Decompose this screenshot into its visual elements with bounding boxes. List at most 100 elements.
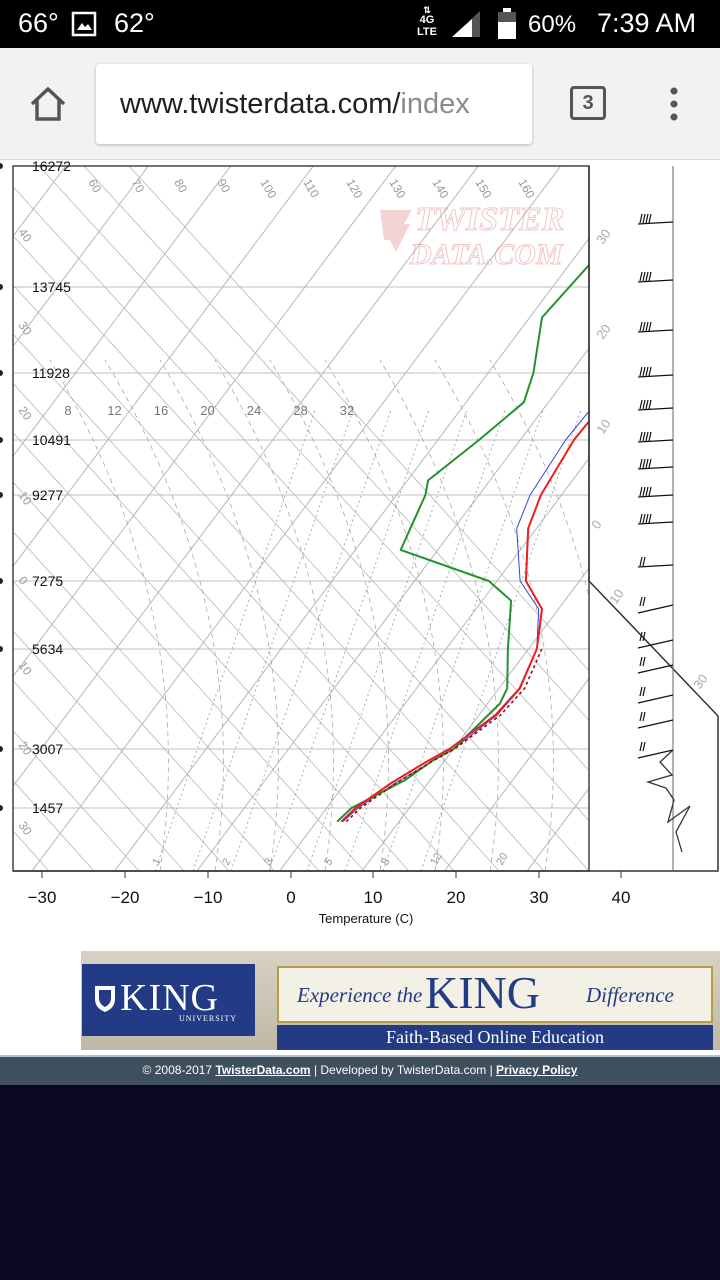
address-bar[interactable]: www.twisterdata.com/index	[96, 64, 532, 144]
height-tick-dot	[0, 492, 3, 498]
hodograph-speed-label: 10	[606, 586, 627, 606]
wind-barb-flag	[642, 513, 646, 524]
mixing-ratio-line	[154, 409, 316, 871]
dry-adiabat-line	[38, 166, 589, 772]
wind-barb-shaft	[637, 221, 674, 225]
moist-adiabat-line	[104, 359, 224, 871]
wind-barb-shaft	[637, 694, 674, 704]
weather-temp-primary: 66°	[18, 8, 59, 38]
ad-subline: Faith-Based Online Education	[277, 1025, 713, 1050]
mixing-ratio-label: 16	[154, 403, 168, 418]
bottom-mixing-label: 2	[220, 856, 233, 867]
dewpoint-profile	[336, 263, 589, 823]
mixing-ratio-label: 12	[107, 403, 121, 418]
mixing-ratio-label: 32	[340, 403, 354, 418]
footer-copyright: © 2008-2017	[142, 1063, 213, 1077]
ad-brand-sub: UNIVERSITY	[179, 1014, 237, 1023]
height-tick-dot	[0, 284, 3, 290]
ad-tagline-pre: Experience the	[297, 983, 423, 1007]
wind-barb-flag	[642, 556, 646, 567]
mixing-ratio-line	[344, 409, 506, 871]
wind-barb-flag	[642, 596, 646, 607]
wind-barb-shaft	[637, 407, 674, 411]
clock: 7:39 AM	[597, 8, 697, 38]
isotherm-line	[13, 166, 397, 677]
temperature-profile	[340, 419, 589, 823]
hodograph-speed-label: 20	[593, 321, 614, 341]
mixing-ratio-label: 28	[293, 403, 307, 418]
dry-adiabat-line	[13, 580, 275, 871]
wind-barb-shaft	[637, 564, 674, 568]
dry-adiabat-line	[13, 284, 545, 871]
wind-barb	[637, 711, 674, 729]
footer-developed-by: | Developed by TwisterData.com |	[313, 1063, 493, 1077]
isotherm-line	[610, 166, 720, 871]
dry-adiabat-line	[13, 382, 455, 871]
height-label: 1457	[32, 800, 63, 816]
height-label: 3007	[32, 741, 63, 757]
network-type-indicator: ⇅ 4G LTE	[414, 6, 440, 39]
wind-barb-flag	[648, 271, 652, 282]
dry-adiabat-line	[13, 780, 95, 871]
ad-brand-logo: KING	[120, 977, 219, 1019]
theta-label: 60	[85, 177, 104, 196]
wind-barb-flag	[645, 321, 649, 332]
isotherm-line	[13, 166, 314, 567]
wind-barb-shaft	[637, 719, 674, 729]
wind-barb-shaft	[637, 439, 674, 443]
wind-barb	[637, 741, 674, 759]
wind-barb	[637, 366, 674, 378]
footer-site-link[interactable]: TwisterData.com	[215, 1063, 311, 1077]
ad-tagline-brand: KING	[425, 967, 540, 1018]
height-label: 9277	[32, 487, 63, 503]
wind-barb-flag	[642, 321, 646, 332]
x-tick-label: 0	[286, 888, 295, 907]
theta-label: 150	[472, 177, 494, 202]
theta-label: 90	[214, 177, 233, 196]
home-icon[interactable]	[28, 84, 68, 124]
diagram-background-lines	[13, 166, 720, 871]
tab-switcher-button[interactable]: 3	[570, 86, 606, 120]
wind-barb-flag	[639, 741, 643, 752]
wind-barb-flag	[639, 213, 643, 224]
watermark-line2: DATA.COM	[409, 238, 564, 271]
wind-barb-flag	[648, 458, 652, 469]
wind-barb	[637, 556, 674, 568]
bottom-mixing-label: 20	[494, 851, 511, 868]
ad-banner[interactable]: KING UNIVERSITY Experience the KING Diff…	[81, 951, 720, 1050]
height-tick-dot	[0, 578, 3, 584]
footer-privacy-link[interactable]: Privacy Policy	[496, 1063, 578, 1077]
wind-barb-flag	[639, 321, 643, 332]
watermark-line1: TWISTER	[415, 201, 564, 238]
wind-barb-flag	[639, 271, 643, 282]
isotherm-line	[361, 567, 589, 871]
wind-barb-flag	[648, 513, 652, 524]
hodograph-speed-label: 30	[690, 671, 711, 691]
mixing-ratio-label: 8	[64, 403, 71, 418]
url-text: www.twisterdata.com/index	[120, 88, 470, 121]
hodograph-speed-label: 30	[593, 226, 614, 246]
edge-temp-label: 20	[16, 404, 35, 423]
wind-barb	[637, 596, 674, 614]
dry-adiabat-line	[128, 166, 589, 672]
mixing-ratio-label: 24	[247, 403, 261, 418]
isotherm-line	[13, 166, 149, 347]
wind-barb-flag	[645, 366, 649, 377]
wind-barb	[637, 399, 674, 411]
height-label: 13745	[32, 279, 71, 295]
dry-adiabat-line	[13, 186, 589, 822]
wind-barb	[637, 656, 674, 674]
wind-barb-flag	[642, 366, 646, 377]
hodograph-speed-label: 10	[593, 416, 614, 436]
wind-panel-frame	[13, 166, 719, 872]
wind-barb-flag	[648, 366, 652, 377]
wind-barb	[637, 458, 674, 470]
wind-barb-flag	[639, 556, 643, 567]
isotherm-line	[31, 166, 562, 871]
height-label: 5634	[32, 641, 63, 657]
wind-barb-flag	[645, 458, 649, 469]
more-options-icon[interactable]	[664, 86, 684, 122]
tab-count: 3	[582, 92, 594, 114]
theta-label: 140	[429, 177, 451, 202]
url-path: index	[400, 88, 470, 120]
